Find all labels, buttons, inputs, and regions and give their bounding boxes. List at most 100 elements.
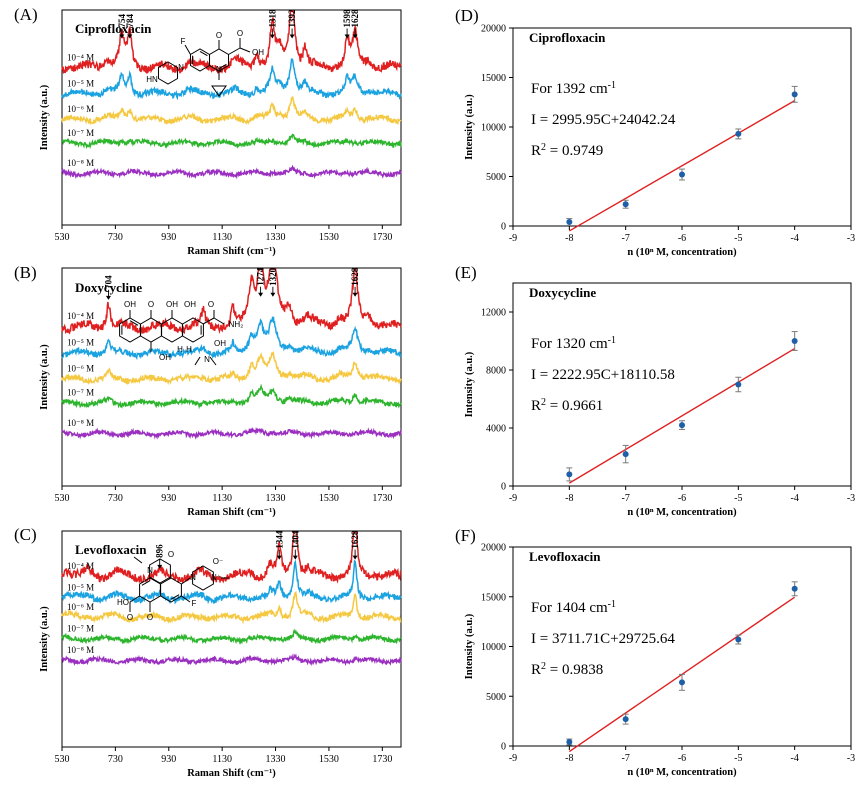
y-axis-label: Intensity (a.u.) xyxy=(39,84,50,150)
peak-label: 1628 xyxy=(350,9,360,28)
x-tick-label: -9 xyxy=(509,753,517,764)
y-tick-label: 0 xyxy=(501,222,506,233)
x-tick-label: 1530 xyxy=(319,754,339,765)
x-tick-label: -7 xyxy=(621,233,629,244)
svg-text:HN: HN xyxy=(146,75,158,84)
x-tick-label: 1330 xyxy=(266,754,286,765)
spectrum-trace-1 xyxy=(61,10,402,74)
svg-text:O: O xyxy=(168,550,174,559)
x-tick-label: 1330 xyxy=(266,232,286,243)
peak-arrowhead xyxy=(269,34,275,39)
svg-text:O: O xyxy=(216,31,222,40)
doxycycline-structure-icon: OH O OH OH O NH₂ OH OH H H N xyxy=(119,300,244,366)
fit-equation: I = 2222.95C+18110.58 xyxy=(531,367,675,383)
calibration-panel-4: (D) Ciprofloxacin -9 -8 -7 -6 -5 -4 -3 0 5000 10000… xyxy=(455,6,855,258)
fit-line xyxy=(568,347,796,484)
peak-arrowhead xyxy=(276,555,282,560)
y-axis-label: Intensity (a.u.) xyxy=(39,344,50,410)
panel-title: Doxycycline xyxy=(529,285,596,300)
spectrum-trace-5 xyxy=(61,164,402,180)
fit-equation: I = 3711.71C+29725.64 xyxy=(531,631,675,647)
x-tick-label: 530 xyxy=(55,493,70,504)
x-tick-label: 530 xyxy=(55,232,70,243)
x-axis-label: Raman Shift (cm⁻¹) xyxy=(187,507,276,518)
x-tick-label: -8 xyxy=(565,233,573,244)
x-tick-label: -5 xyxy=(734,233,742,244)
ciprofloxacin-structure-icon: O OH O F N N HN xyxy=(146,29,264,97)
fit-line xyxy=(568,100,796,232)
peak-annotation: For 1392 cm-1 xyxy=(531,80,616,98)
panel-letter: (F) xyxy=(455,526,476,545)
concentration-label: 10⁻⁶ M xyxy=(67,602,94,612)
panel-title: Ciprofloxacin xyxy=(75,21,152,36)
x-tick-label: -6 xyxy=(678,493,686,504)
calibration-panel-5: (E) Doxycycline -9 -8 -7 -6 -5 -4 -3 0 4000 8000 120… xyxy=(455,263,855,518)
x-tick-label: 930 xyxy=(161,493,176,504)
concentration-label: 10⁻⁶ M xyxy=(67,364,94,374)
svg-text:OH: OH xyxy=(184,300,196,309)
concentration-label: 10⁻⁵ M xyxy=(67,582,94,592)
svg-text:N: N xyxy=(178,63,184,72)
svg-text:NH₂: NH₂ xyxy=(229,320,244,329)
svg-text:O: O xyxy=(127,613,133,622)
peak-label: 1404 xyxy=(290,530,300,549)
peak-label: 1320 xyxy=(268,267,278,286)
spectrum-trace-5 xyxy=(61,653,402,667)
spectrum-trace-3 xyxy=(61,590,402,625)
y-axis-label: Intensity (a.u.) xyxy=(39,606,50,672)
x-axis-label: n (10ⁿ M, concentration) xyxy=(627,247,737,258)
x-tick-label: 730 xyxy=(108,232,123,243)
y-tick-label: 15000 xyxy=(481,592,506,603)
concentration-label: 10⁻⁷ M xyxy=(67,623,94,633)
plot-frame xyxy=(61,267,402,487)
spectrum-trace-4 xyxy=(61,628,402,645)
x-tick-label: 1530 xyxy=(319,232,339,243)
fit-equation: I = 2995.95C+24042.24 xyxy=(531,112,676,128)
plot-frame xyxy=(512,282,852,487)
peak-label: 1344 xyxy=(274,530,284,549)
panel-letter: (E) xyxy=(455,263,477,282)
svg-text:O: O xyxy=(208,300,214,309)
peak-arrowhead xyxy=(344,34,350,39)
svg-text:F: F xyxy=(192,599,197,608)
svg-text:OH: OH xyxy=(214,339,226,348)
x-tick-label: 1130 xyxy=(212,754,232,765)
concentration-label: 10⁻⁸ M xyxy=(67,158,94,168)
x-tick-label: 1530 xyxy=(319,493,339,504)
x-axis-label: Raman Shift (cm⁻¹) xyxy=(187,246,276,257)
concentration-label: 10⁻⁴ M xyxy=(67,561,94,571)
x-tick-label: -3 xyxy=(847,233,855,244)
svg-text:OH: OH xyxy=(159,353,171,362)
x-tick-label: -9 xyxy=(509,493,517,504)
peak-arrowhead xyxy=(127,34,133,39)
x-tick-label: -5 xyxy=(734,493,742,504)
data-point xyxy=(622,451,629,458)
x-tick-label: 930 xyxy=(161,754,176,765)
svg-text:O: O xyxy=(147,613,153,622)
data-point xyxy=(791,91,798,98)
x-tick-label: 1130 xyxy=(212,493,232,504)
panel-title: Ciprofloxacin xyxy=(529,30,606,45)
r-squared: R2 = 0.9661 xyxy=(531,397,603,415)
svg-text:N: N xyxy=(216,65,222,74)
svg-text:O: O xyxy=(148,300,154,309)
peak-annotation: For 1320 cm-1 xyxy=(531,335,616,353)
y-axis-label: Intensity (a.u.) xyxy=(464,613,475,679)
svg-text:N: N xyxy=(204,355,210,364)
peak-arrowhead xyxy=(352,34,358,39)
svg-text:OH: OH xyxy=(166,300,178,309)
peak-annotation: For 1404 cm-1 xyxy=(531,599,616,617)
spectrum-panel-1: (A) Ciprofloxacin 10⁻⁴ M 10⁻⁵ M 10⁻⁶ M 10⁻⁷ M… xyxy=(14,5,402,257)
spectrum-trace-4 xyxy=(61,133,402,150)
spectrum-panel-2: (B) Doxycycline 10⁻⁴ M 10⁻⁵ M 10⁻⁶ M 10⁻⁷ M 10… xyxy=(14,263,402,518)
calibration-panel-6: (F) Levofloxacin -9 -8 -7 -6 -5 -4 -3 0 5000 10000 1… xyxy=(455,526,855,778)
svg-text:OH: OH xyxy=(252,48,264,57)
y-tick-label: 8000 xyxy=(486,366,506,377)
spectrum-trace-2 xyxy=(61,58,402,101)
peak-label: 1318 xyxy=(267,9,277,28)
peak-label: 754 xyxy=(117,14,127,28)
svg-text:N⁺: N⁺ xyxy=(211,573,221,582)
data-point xyxy=(735,636,742,643)
y-tick-label: 10000 xyxy=(481,123,506,134)
